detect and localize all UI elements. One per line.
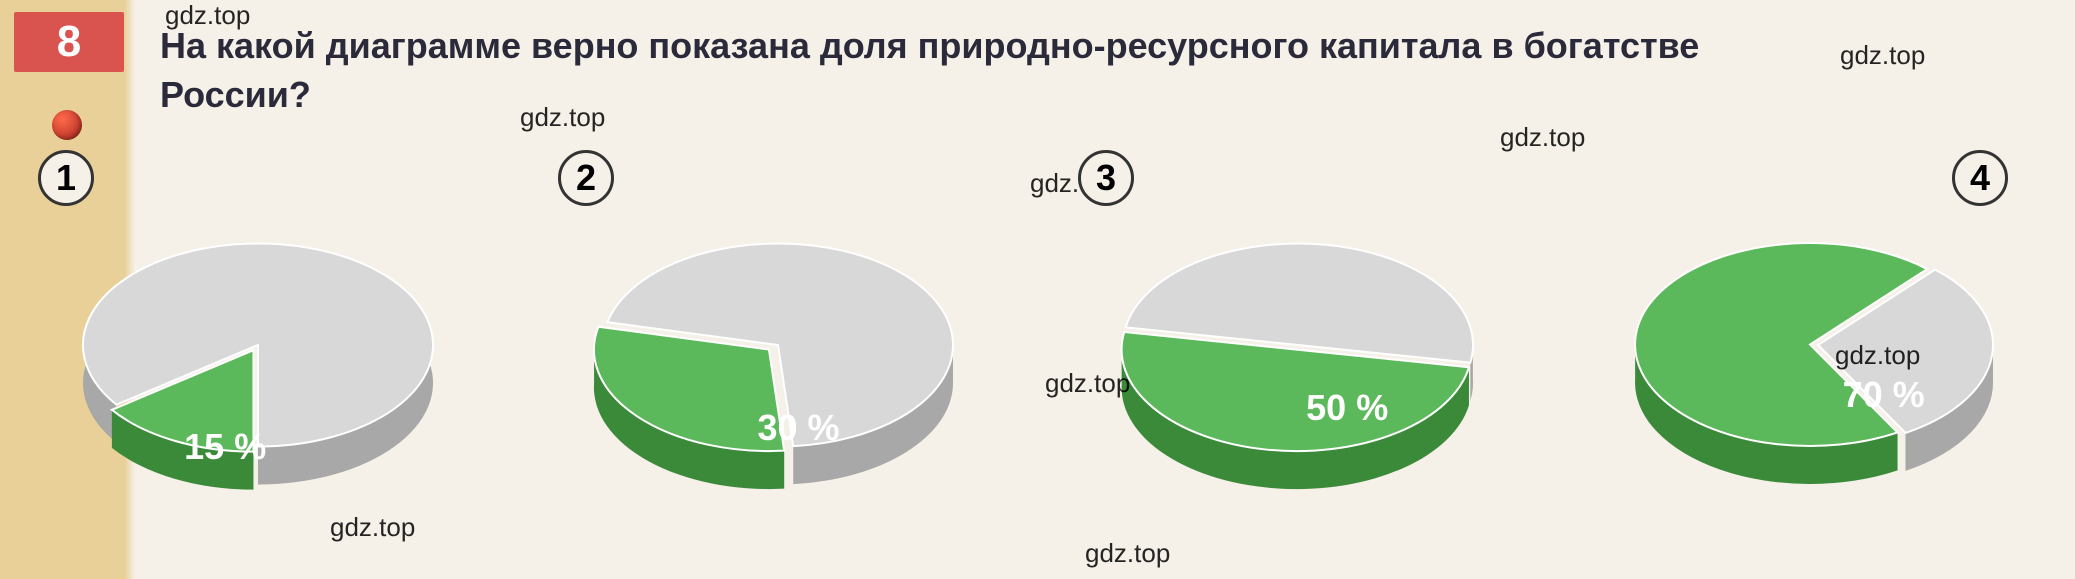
percent-label: 30 % — [757, 407, 839, 449]
option-badge-1: 1 — [38, 150, 94, 206]
option-1: 1 15 % — [8, 150, 508, 530]
pie-chart-3: 50 % — [1093, 190, 1503, 520]
option-id: 1 — [56, 157, 76, 199]
pie-chart-4: 70 % — [1613, 190, 2023, 520]
watermark: gdz.top — [1840, 40, 1925, 71]
option-badge-4: 4 — [1952, 150, 2008, 206]
question-text: На какой диаграмме верно показана доля п… — [160, 22, 1855, 119]
pie-svg — [1613, 190, 2023, 520]
watermark: gdz.top — [520, 102, 605, 133]
red-dot-icon — [52, 110, 82, 140]
option-2: 2 30 % — [528, 150, 1028, 530]
option-badge-2: 2 — [558, 150, 614, 206]
option-id: 2 — [576, 157, 596, 199]
option-4: 4 70 % — [1568, 150, 2068, 530]
pie-chart-1: 15 % — [53, 190, 463, 520]
percent-label: 15 % — [184, 426, 266, 468]
question-number-badge: 8 — [14, 12, 124, 72]
percent-label: 50 % — [1306, 387, 1388, 429]
charts-row: 1 15 % 2 30 % 3 50 % 4 70 % — [8, 150, 2068, 530]
pie-svg — [53, 190, 463, 520]
pie-svg — [1093, 190, 1503, 520]
option-3: 3 50 % — [1048, 150, 1548, 530]
watermark: gdz.top — [165, 0, 250, 31]
option-badge-3: 3 — [1078, 150, 1134, 206]
watermark: gdz.top — [330, 512, 415, 543]
percent-label: 70 % — [1843, 374, 1925, 416]
watermark: gdz.top — [1045, 368, 1130, 399]
option-id: 3 — [1096, 157, 1116, 199]
watermark: gdz.top — [1835, 340, 1920, 371]
watermark: gdz.top — [1085, 538, 1170, 569]
question-number: 8 — [57, 17, 81, 67]
option-id: 4 — [1970, 157, 1990, 199]
pie-svg — [573, 190, 983, 520]
watermark: gdz.top — [1500, 122, 1585, 153]
pie-chart-2: 30 % — [573, 190, 983, 520]
